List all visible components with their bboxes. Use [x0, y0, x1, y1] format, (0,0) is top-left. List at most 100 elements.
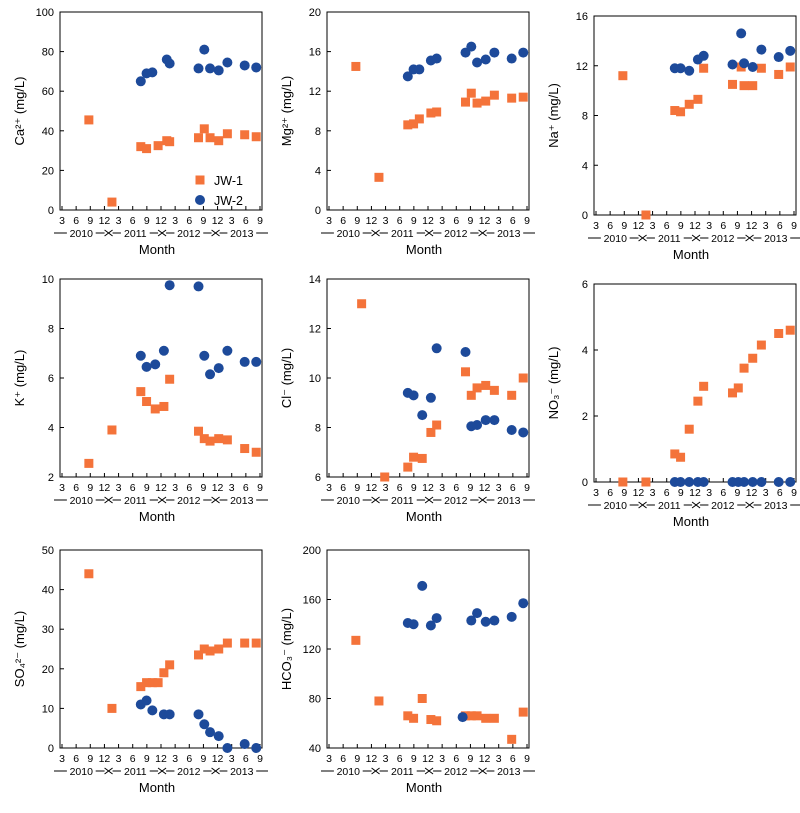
legend-label-jw1: JW-1 [214, 174, 243, 188]
y-axis-label: Mg²⁺ (mg/L) [279, 76, 294, 146]
year-label: 2010 [604, 500, 628, 512]
data-point-jw1 [107, 703, 117, 713]
year-label: 2012 [444, 495, 468, 507]
x-tick-label: 9 [257, 753, 263, 765]
data-point-jw1 [153, 678, 163, 688]
data-point-jw1 [432, 107, 442, 117]
data-point-jw1 [214, 644, 224, 654]
data-point-jw1 [684, 424, 694, 434]
y-axis-label: Na⁺ (mg/L) [546, 83, 561, 148]
data-point-jw2 [193, 281, 204, 292]
data-point-jw1 [199, 434, 209, 444]
x-axis-label: Month [406, 242, 442, 257]
x-tick-label: 6 [664, 220, 670, 232]
data-point-jw1 [518, 92, 528, 102]
x-tick-label: 9 [678, 487, 684, 499]
y-tick-label: 10 [42, 274, 54, 286]
year-label: 2010 [337, 228, 361, 240]
year-bracket-arrow [481, 767, 487, 775]
data-point-jw1 [739, 81, 749, 91]
x-tick-label: 3 [172, 215, 178, 227]
x-tick-label: 6 [510, 753, 516, 765]
x-tick-label: 3 [326, 753, 332, 765]
data-point-jw1 [641, 210, 651, 220]
x-tick-label: 3 [326, 482, 332, 494]
data-point-jw1 [670, 449, 680, 459]
x-tick-label: 9 [411, 482, 417, 494]
data-point-jw2 [698, 477, 709, 487]
y-tick-label: 4 [582, 345, 588, 357]
data-point-jw2 [518, 598, 529, 609]
data-point-jw2 [205, 63, 216, 74]
data-point-jw1 [107, 197, 117, 207]
data-point-jw1 [351, 61, 361, 71]
x-tick-label: 12 [479, 482, 491, 494]
y-tick-label: 16 [309, 47, 321, 59]
data-point-jw2 [205, 727, 216, 738]
y-tick-label: 50 [42, 545, 54, 557]
x-tick-label: 6 [73, 215, 79, 227]
x-tick-label: 3 [59, 482, 65, 494]
y-tick-label: 14 [309, 274, 321, 286]
data-point-jw1 [142, 144, 152, 154]
x-tick-label: 3 [763, 487, 769, 499]
x-tick-label: 6 [453, 215, 459, 227]
data-point-jw1 [756, 63, 766, 73]
x-tick-label: 12 [422, 753, 434, 765]
data-point-jw1 [409, 119, 419, 129]
data-point-jw1 [432, 420, 442, 430]
x-tick-label: 12 [689, 220, 701, 232]
data-point-jw1 [426, 715, 436, 725]
data-point-jw1 [84, 115, 94, 125]
x-tick-label: 3 [172, 753, 178, 765]
year-bracket-arrow [641, 501, 647, 509]
x-tick-label: 6 [73, 482, 79, 494]
x-tick-label: 6 [607, 220, 613, 232]
data-point-jw2 [417, 410, 428, 421]
data-point-jw1 [159, 401, 169, 411]
x-tick-label: 9 [201, 215, 207, 227]
data-point-jw1 [756, 340, 766, 350]
data-point-jw1 [481, 96, 491, 106]
y-tick-label: 80 [309, 694, 321, 706]
y-tick-label: 4 [48, 423, 54, 435]
x-tick-label: 6 [510, 482, 516, 494]
x-tick-label: 12 [212, 215, 224, 227]
year-bracket-arrow [428, 767, 434, 775]
x-tick-label: 12 [479, 753, 491, 765]
data-point-jw1 [84, 458, 94, 468]
y-tick-label: 60 [42, 86, 54, 98]
x-tick-label: 3 [383, 482, 389, 494]
data-point-jw1 [107, 425, 117, 435]
data-point-jw2 [213, 65, 224, 76]
data-point-jw2 [135, 76, 146, 87]
data-point-jw2 [506, 611, 517, 622]
y-tick-label: 160 [303, 595, 321, 607]
y-tick-label: 2 [48, 472, 54, 484]
x-tick-label: 12 [155, 753, 167, 765]
data-point-jw2 [205, 369, 216, 380]
x-tick-label: 6 [397, 215, 403, 227]
x-tick-label: 9 [411, 753, 417, 765]
y-tick-label: 6 [315, 472, 321, 484]
x-tick-label: 3 [326, 215, 332, 227]
data-point-jw1 [205, 133, 215, 143]
year-bracket-arrow [214, 767, 220, 775]
x-tick-label: 6 [243, 482, 249, 494]
data-point-jw1 [684, 99, 694, 109]
data-point-jw1 [142, 397, 152, 407]
y-axis-label: Cl⁻ (mg/L) [279, 348, 294, 408]
data-point-jw1 [507, 734, 517, 744]
year-label: 2011 [391, 766, 414, 778]
x-tick-label: 3 [59, 753, 65, 765]
data-point-jw2 [684, 477, 695, 487]
x-tick-label: 12 [746, 220, 758, 232]
y-tick-label: 8 [315, 126, 321, 138]
y-tick-label: 12 [576, 61, 588, 73]
year-label: 2011 [124, 766, 147, 778]
data-point-jw2 [251, 62, 262, 73]
x-tick-label: 12 [212, 753, 224, 765]
